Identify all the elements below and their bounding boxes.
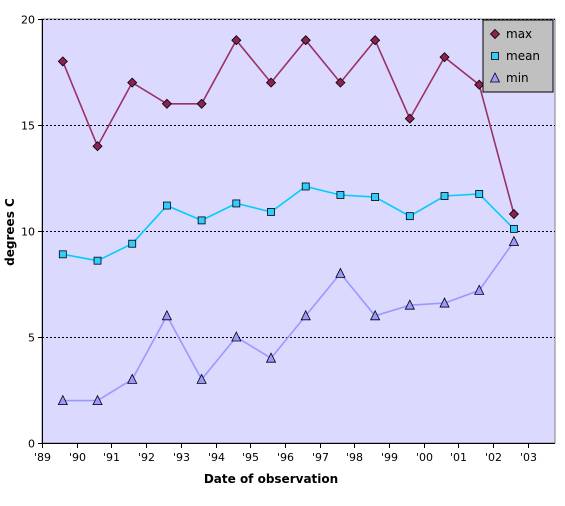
data-point-min-6 xyxy=(265,352,277,363)
x-axis-title: Date of observation xyxy=(204,472,338,486)
x-tick-label-1998: '98 xyxy=(346,451,363,464)
data-point-min-3 xyxy=(161,309,173,321)
data-point-max-4 xyxy=(196,98,207,109)
data-point-mean-7 xyxy=(301,182,310,191)
data-point-mean-4 xyxy=(197,216,206,225)
data-point-mean-5 xyxy=(232,199,241,208)
y-axis-title: degrees C xyxy=(3,198,17,266)
x-tick-label-2003: '03 xyxy=(520,451,537,464)
data-point-max-6 xyxy=(265,77,277,88)
data-point-min-8 xyxy=(335,267,346,278)
series-min xyxy=(57,235,520,406)
data-point-min-13 xyxy=(508,235,520,247)
legend-marker-mean xyxy=(491,52,499,60)
series-line-mean xyxy=(62,185,515,262)
data-point-mean-9 xyxy=(371,193,380,201)
data-point-max-13 xyxy=(508,208,519,220)
x-tick-label-1993: '93 xyxy=(173,451,190,464)
legend-label-mean: mean xyxy=(506,49,540,63)
legend-marker-max xyxy=(489,28,501,40)
series-line-max xyxy=(62,38,515,215)
data-point-max-3 xyxy=(161,98,172,109)
data-point-mean-13 xyxy=(510,224,518,233)
x-tick-label-1994: '94 xyxy=(208,451,225,464)
data-point-max-12 xyxy=(474,79,485,90)
x-tick-label-1992: '92 xyxy=(138,451,155,464)
y-tick-label-5: 5 xyxy=(28,332,35,345)
data-point-max-2 xyxy=(127,77,138,88)
y-tick-label-20: 20 xyxy=(21,14,35,27)
data-point-min-4 xyxy=(196,373,207,384)
data-point-max-7 xyxy=(300,35,311,46)
data-point-mean-6 xyxy=(267,208,275,216)
data-point-mean-3 xyxy=(163,201,171,210)
x-tick-label-1991: '91 xyxy=(103,451,120,464)
legend-label-min: min xyxy=(506,71,529,85)
series-line-min xyxy=(62,241,515,402)
data-point-min-5 xyxy=(231,331,242,342)
data-point-mean-1 xyxy=(93,256,102,265)
data-point-max-8 xyxy=(335,77,346,88)
legend-label-max: max xyxy=(506,27,532,41)
x-tick-label-2000: '00 xyxy=(416,451,433,464)
y-tick-label-0: 0 xyxy=(28,438,35,451)
data-point-max-1 xyxy=(92,141,103,152)
data-point-min-10 xyxy=(404,299,415,310)
data-point-max-5 xyxy=(231,35,242,46)
data-point-min-11 xyxy=(439,297,450,308)
data-point-min-0 xyxy=(57,394,68,406)
data-point-mean-8 xyxy=(336,191,345,199)
y-tick-label-15: 15 xyxy=(21,120,35,133)
x-tick-label-1990: '90 xyxy=(69,451,86,464)
data-point-mean-10 xyxy=(405,212,414,221)
data-point-max-11 xyxy=(439,52,450,63)
data-point-min-7 xyxy=(300,309,311,321)
x-tick-label-1996: '96 xyxy=(277,451,294,464)
data-point-min-9 xyxy=(369,309,381,321)
data-point-mean-11 xyxy=(440,192,449,200)
data-point-max-9 xyxy=(370,35,381,46)
x-tick-label-1997: '97 xyxy=(312,451,329,464)
data-point-min-2 xyxy=(127,373,138,384)
data-point-mean-2 xyxy=(128,239,137,248)
x-tick-label-1995: '95 xyxy=(242,451,259,464)
legend-marker-min xyxy=(489,72,501,83)
data-point-max-0 xyxy=(57,56,68,67)
x-tick-label-2001: '01 xyxy=(450,451,467,464)
data-point-min-12 xyxy=(474,284,485,295)
x-tick-label-2002: '02 xyxy=(485,451,502,464)
data-point-mean-0 xyxy=(58,250,67,259)
x-tick-label-1999: '99 xyxy=(381,451,398,464)
x-tick-label-1989: '89 xyxy=(34,451,51,464)
y-tick-label-10: 10 xyxy=(21,226,35,239)
series-max xyxy=(57,35,519,220)
data-point-mean-12 xyxy=(475,189,484,198)
data-point-min-1 xyxy=(92,394,103,406)
data-point-max-10 xyxy=(404,113,415,124)
series-mean xyxy=(58,182,518,265)
